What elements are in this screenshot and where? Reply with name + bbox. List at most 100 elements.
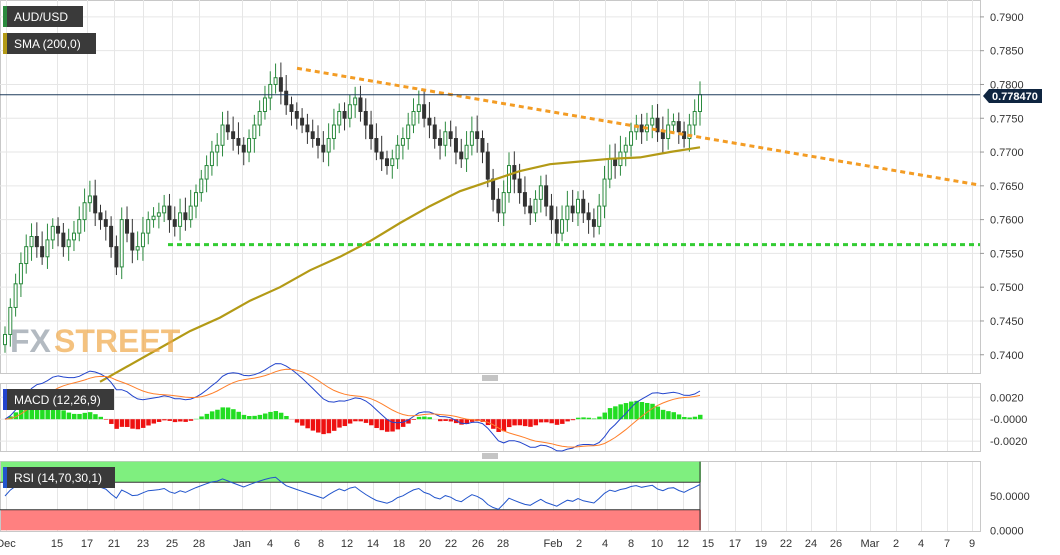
macd-histogram-bar <box>215 409 220 420</box>
candle-body <box>119 219 124 268</box>
candle <box>485 142 490 188</box>
macd-histogram-bar <box>300 419 305 426</box>
candle <box>384 150 389 175</box>
macd-histogram-bar <box>639 402 645 420</box>
macd-histogram-bar <box>342 419 348 427</box>
macd-histogram-bar <box>507 419 512 428</box>
candle-body <box>278 77 283 92</box>
macd-histogram-bar <box>294 419 300 423</box>
candle <box>77 206 82 242</box>
candle-body <box>305 124 310 133</box>
date-tick-label: 22 <box>445 538 457 550</box>
candle-body <box>384 158 389 167</box>
candle <box>300 108 305 134</box>
macd-histogram-bar <box>24 404 29 420</box>
macd-histogram-bar <box>538 419 544 423</box>
candle-body <box>554 219 559 234</box>
macd-chip[interactable]: MACD (12,26,9) <box>3 389 114 410</box>
candle <box>24 234 29 274</box>
macd-histogram-bar <box>310 419 316 431</box>
rsi-pane: 50.0000 0.0000 <box>0 461 1030 537</box>
candle-body <box>98 212 103 221</box>
macd-histogram-bar <box>178 419 183 422</box>
symbol-chip[interactable]: AUD/USD <box>3 6 83 27</box>
candle <box>475 115 480 153</box>
macd-histogram-bar <box>634 400 639 420</box>
candle <box>178 198 183 241</box>
macd-histogram-bar <box>644 402 650 420</box>
candle <box>565 190 570 232</box>
candle-body <box>162 205 167 214</box>
candle <box>278 62 283 105</box>
candle <box>554 206 559 245</box>
macd-histogram-bar <box>305 419 310 429</box>
macd-histogram-bar <box>326 419 332 434</box>
macd-histogram-bar <box>390 419 395 432</box>
macd-histogram-bar <box>34 402 40 420</box>
candle <box>422 89 427 128</box>
candle-body <box>125 219 130 234</box>
sma-chip[interactable]: SMA (200,0) <box>3 33 96 54</box>
macd-histogram-bar <box>98 416 103 420</box>
date-tick-label: 17 <box>81 538 93 550</box>
candle <box>262 85 267 120</box>
macd-histogram-bar <box>453 419 459 424</box>
candle-body <box>300 117 305 126</box>
macd-histogram-bar <box>156 419 162 422</box>
rsi-pane-border <box>0 461 981 532</box>
macd-pane-border <box>0 383 981 452</box>
candle-body <box>522 192 527 207</box>
candle <box>629 122 634 157</box>
candle-body <box>671 121 676 126</box>
macd-histogram-bar <box>549 419 554 424</box>
candle <box>353 86 358 118</box>
candle <box>676 112 681 144</box>
candle-body <box>358 97 363 112</box>
candle <box>66 228 71 261</box>
macd-histogram-bar <box>369 419 374 426</box>
macd-resize-handle[interactable] <box>470 374 510 382</box>
candle-body <box>374 138 379 153</box>
candle <box>130 218 135 264</box>
macd-histogram-bar <box>698 414 703 420</box>
macd-histogram-bar <box>597 416 602 420</box>
candle-body <box>172 219 177 227</box>
macd-label: MACD (12,26,9) <box>14 393 101 407</box>
candle-body <box>581 198 586 214</box>
candle <box>188 189 193 228</box>
macd-histogram-bar <box>602 412 608 420</box>
candle <box>236 122 241 155</box>
rsi-chip[interactable]: RSI (14,70,30,1) <box>3 467 115 488</box>
macd-histogram-bar <box>109 419 114 424</box>
candle <box>321 131 326 163</box>
macd-histogram-bar <box>358 419 363 422</box>
candle <box>204 155 209 193</box>
candle <box>459 138 464 168</box>
macd-line <box>4 363 701 452</box>
price-tick-label: 0.7450 <box>990 316 1024 328</box>
macd-histogram-bar <box>491 419 496 429</box>
candle-body <box>607 158 612 180</box>
candle <box>438 129 443 160</box>
candle <box>363 98 368 140</box>
macd-histogram-bar <box>533 419 539 426</box>
candle <box>289 96 294 126</box>
candle-body <box>8 306 13 335</box>
rsi-resize-handle[interactable] <box>470 452 510 460</box>
macd-histogram-bar <box>406 419 411 424</box>
macd-histogram-bar <box>395 419 401 430</box>
date-tick-label: 10 <box>651 538 663 550</box>
date-tick-label: 9 <box>969 538 975 550</box>
macd-pane: 0.0020 -0.0000 -0.0020 <box>0 363 1027 452</box>
candle-body <box>130 232 135 251</box>
candle <box>119 207 124 280</box>
macd-histogram-bar <box>231 409 236 420</box>
candle-body <box>342 110 347 119</box>
candle <box>650 105 655 139</box>
candle <box>109 216 114 258</box>
macd-histogram-bar <box>676 414 682 420</box>
macd-histogram-bar <box>422 416 427 420</box>
candle-body <box>501 192 506 214</box>
macd-histogram-bar <box>469 419 475 422</box>
macd-histogram-bar <box>146 419 151 426</box>
